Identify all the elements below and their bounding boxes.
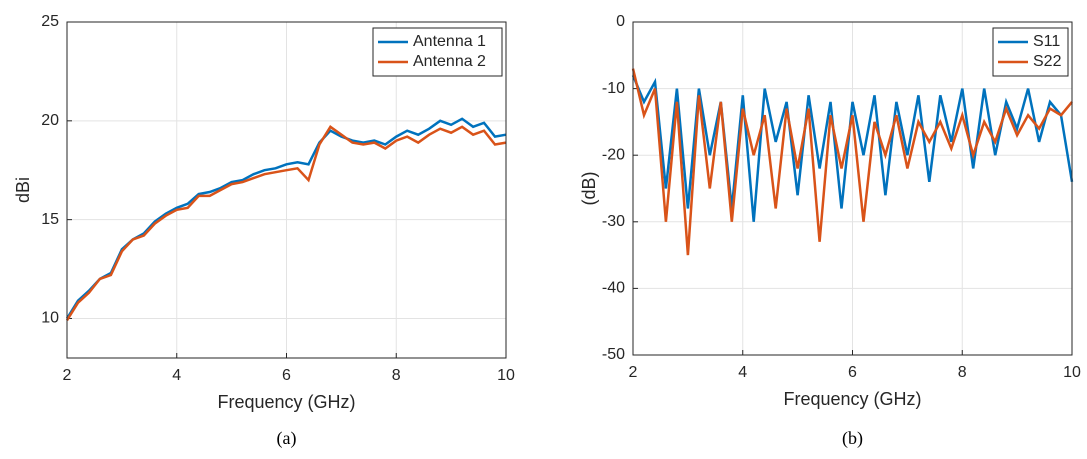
data-line	[631, 74, 1074, 222]
x-tick-label: 2	[629, 364, 638, 381]
y-tick-label: -30	[602, 213, 625, 230]
x-tick-label: 2	[63, 367, 72, 384]
legend-label: S22	[1033, 53, 1062, 70]
y-axis-label: dBi	[13, 177, 33, 203]
x-tick-label: 4	[172, 367, 181, 384]
x-tick-label: 10	[497, 367, 515, 384]
caption: (a)	[277, 428, 297, 449]
axes-box	[632, 21, 1073, 356]
y-tick-label: -50	[602, 346, 625, 363]
x-tick-label: 6	[282, 367, 291, 384]
legend-label: Antenna 1	[413, 33, 486, 50]
x-tick-label: 8	[958, 364, 967, 381]
y-tick-label: 10	[41, 310, 59, 327]
y-tick-label: -10	[602, 80, 625, 97]
axes-box	[66, 21, 507, 359]
y-tick-label: 0	[616, 13, 625, 30]
y-tick-label: -20	[602, 146, 625, 163]
x-tick-label: 4	[738, 364, 747, 381]
y-tick-label: 25	[41, 13, 59, 30]
legend-box	[992, 27, 1069, 77]
y-tick-label: 15	[41, 211, 59, 228]
y-axis-label: (dB)	[579, 171, 599, 205]
data-line	[65, 117, 507, 320]
data-line	[65, 125, 507, 322]
legend-label: S11	[1033, 33, 1060, 50]
data-line	[631, 68, 1073, 256]
caption: (b)	[842, 428, 863, 449]
x-tick-label: 6	[848, 364, 857, 381]
x-tick-label: 10	[1063, 364, 1081, 381]
y-tick-label: -40	[602, 280, 625, 297]
x-axis-label: Frequency (GHz)	[783, 389, 921, 409]
y-tick-label: 20	[41, 112, 59, 129]
legend-label: Antenna 2	[413, 53, 486, 70]
x-axis-label: Frequency (GHz)	[217, 392, 355, 412]
legend-box	[372, 27, 503, 77]
x-tick-label: 8	[392, 367, 401, 384]
